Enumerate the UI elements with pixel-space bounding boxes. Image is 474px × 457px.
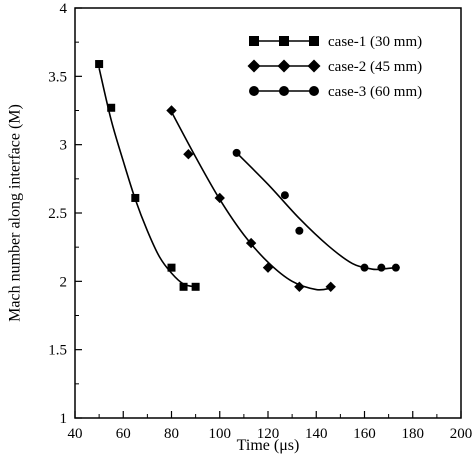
data-point	[191, 282, 200, 291]
legend: case-1 (30 mm) case-2 (45 mm) case-3 (60 m…	[247, 34, 422, 100]
x-axis-label: Time (μs)	[237, 437, 300, 454]
y-tick-label: 3.5	[48, 69, 67, 85]
data-point	[179, 282, 188, 291]
y-tick-label: 1	[60, 411, 68, 427]
data-point	[295, 226, 304, 235]
series-2	[166, 105, 336, 292]
data-point	[325, 281, 336, 292]
series-fit-line	[98, 67, 196, 288]
series-3	[232, 148, 400, 272]
x-tick-label: 60	[116, 426, 131, 442]
data-point	[377, 263, 386, 272]
data-point	[107, 103, 116, 112]
x-tick-label: 80	[164, 426, 179, 442]
x-tick-label: 100	[209, 426, 232, 442]
y-axis: 1 1.5 2 2.5 3 3.5 4	[48, 1, 82, 427]
x-axis: 40 60 80 100 120 140 160 180 200	[68, 411, 473, 442]
legend-entry: case-2 (45 mm)	[247, 59, 422, 75]
x-tick-label: 140	[305, 426, 328, 442]
data-point	[262, 262, 274, 273]
legend-entry: case-1 (30 mm)	[249, 34, 422, 50]
y-tick-label: 3	[60, 138, 68, 154]
data-point	[95, 60, 104, 69]
x-tick-label: 40	[68, 426, 83, 442]
legend-marker	[309, 36, 319, 46]
legend-entry: case-3 (60 mm)	[249, 84, 422, 100]
series-fit-line	[170, 111, 331, 291]
data-point	[166, 105, 177, 116]
legend-marker	[309, 86, 319, 96]
legend-marker	[279, 86, 289, 96]
data-point	[360, 263, 369, 272]
data-point	[280, 191, 289, 200]
y-tick-label: 1.5	[48, 343, 67, 359]
y-tick-label: 2	[60, 274, 68, 290]
data-point	[214, 192, 225, 204]
x-tick-label: 180	[402, 426, 425, 442]
data-point	[232, 148, 241, 157]
y-tick-label: 2.5	[48, 206, 67, 222]
legend-marker	[307, 59, 321, 73]
data-point	[183, 149, 194, 160]
legend-label: case-1 (30 mm)	[328, 34, 422, 50]
data-point	[391, 263, 400, 272]
legend-marker	[277, 59, 291, 73]
y-axis-label: Mach number along interface (M)	[7, 104, 24, 322]
x-tick-label: 160	[353, 426, 376, 442]
data-point	[167, 263, 176, 272]
data-point	[131, 193, 140, 202]
legend-marker	[249, 36, 259, 46]
y-tick-label: 4	[60, 1, 68, 17]
legend-label: case-3 (60 mm)	[328, 84, 422, 100]
x-tick-label: 200	[450, 426, 473, 442]
series-layer	[95, 60, 400, 292]
legend-marker	[279, 36, 289, 46]
series-1	[95, 60, 200, 291]
x-tick-label: 120	[257, 426, 280, 442]
legend-label: case-2 (45 mm)	[328, 59, 422, 75]
data-point	[294, 281, 305, 292]
legend-marker	[247, 59, 261, 73]
series-fit-line	[236, 152, 396, 271]
data-point	[245, 237, 257, 249]
legend-marker	[249, 86, 259, 96]
